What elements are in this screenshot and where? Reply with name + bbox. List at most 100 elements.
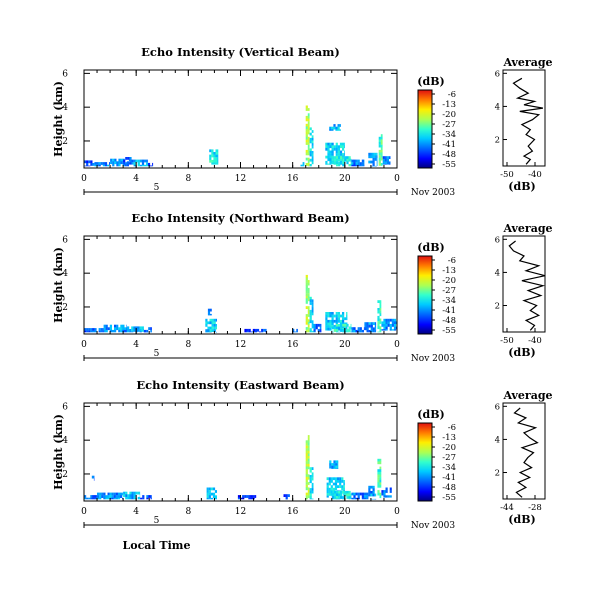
echo-cell (327, 153, 329, 156)
echo-cell (306, 485, 308, 488)
echo-cell (335, 488, 337, 491)
echo-cell (120, 327, 122, 330)
echo-cell (142, 162, 144, 165)
echo-cell (346, 317, 347, 320)
echo-cell (146, 160, 148, 163)
echo-cell (353, 330, 355, 333)
echo-cell (377, 153, 378, 156)
panel-title: Echo Intensity (Eastward Beam) (136, 378, 344, 392)
echo-cell (123, 162, 125, 164)
echo-cell (333, 468, 335, 469)
echo-cell (306, 301, 308, 304)
echo-cell (358, 495, 360, 498)
echo-cell (310, 499, 312, 500)
echo-cell (138, 492, 140, 495)
echo-region (332, 491, 352, 499)
x-tick-label: 0 (81, 507, 87, 517)
echo-cell (386, 495, 388, 497)
echo-cell (367, 325, 369, 328)
echo-cell (360, 165, 362, 167)
echo-cell (364, 498, 366, 500)
echo-cell (340, 129, 341, 131)
echo-cell (329, 164, 331, 165)
echo-cell (129, 160, 131, 163)
echo-cell (377, 319, 379, 322)
echo-cell (380, 467, 382, 470)
echo-cell (335, 477, 337, 480)
echo-cell (349, 164, 351, 166)
echo-cell (341, 480, 343, 483)
echo-cell (213, 488, 215, 491)
echo-cell (103, 331, 104, 333)
echo-cell (92, 495, 94, 498)
echo-cell (308, 145, 310, 148)
echo-cell (306, 298, 308, 301)
echo-cell (207, 490, 209, 493)
echo-cell (110, 159, 112, 162)
echo-cell (338, 153, 340, 156)
echo-cell (336, 159, 338, 162)
colorbar (418, 256, 432, 334)
echo-cell (308, 132, 310, 135)
echo-cell (325, 164, 327, 165)
average-y-tick-label: 4 (495, 102, 500, 112)
echo-cell (306, 278, 308, 281)
average-x-tick-label: -50 (500, 170, 514, 180)
echo-cell (308, 474, 310, 477)
echo-cell (383, 159, 385, 162)
echo-cell (308, 453, 310, 456)
echo-cell (308, 487, 310, 490)
echo-cell (351, 165, 353, 167)
echo-cell (146, 495, 148, 498)
echo-cell (246, 495, 248, 498)
echo-cell (338, 127, 340, 130)
echo-cell (368, 153, 370, 156)
echo-cell (340, 156, 342, 159)
echo-cell (86, 328, 88, 331)
echo-cell (381, 324, 383, 327)
echo-cell (344, 491, 346, 494)
echo-cell (332, 315, 334, 318)
echo-cell (142, 329, 144, 332)
echo-cell (257, 329, 259, 332)
echo-cell (306, 495, 308, 498)
echo-cell (209, 493, 211, 496)
echo-cell (368, 486, 370, 489)
echo-cell (151, 495, 152, 498)
echo-cell (338, 499, 340, 500)
echo-cell (362, 162, 364, 165)
echo-region (306, 275, 310, 332)
echo-cell (342, 164, 344, 166)
echo-region (144, 327, 152, 332)
echo-cell (379, 139, 381, 142)
echo-cell (329, 460, 331, 463)
echo-cell (148, 495, 150, 498)
echo-cell (377, 485, 379, 488)
echo-cell (312, 156, 314, 159)
colorbar-tick-label: -34 (442, 463, 456, 473)
echo-cell (386, 327, 388, 330)
echo-cell (308, 147, 310, 150)
echo-cell (351, 498, 353, 500)
echo-cell (341, 488, 343, 491)
echo-cell (385, 159, 387, 162)
echo-cell (214, 327, 216, 330)
echo-cell (211, 163, 213, 165)
echo-cell (105, 495, 107, 498)
echo-cell (104, 325, 106, 328)
echo-cell (325, 156, 327, 159)
echo-cell (380, 311, 382, 314)
echo-cell (351, 494, 352, 497)
echo-cell (104, 327, 106, 330)
echo-cell (255, 495, 257, 498)
echo-cell (306, 467, 308, 470)
echo-cell (373, 491, 375, 494)
echo-cell (342, 317, 344, 320)
average-x-label: (dB) (508, 513, 535, 526)
echo-cell (124, 330, 126, 332)
echo-cell (127, 326, 129, 329)
echo-cell (207, 493, 209, 496)
echo-cell (379, 137, 381, 140)
echo-cell (308, 438, 310, 441)
echo-cell (308, 327, 310, 330)
